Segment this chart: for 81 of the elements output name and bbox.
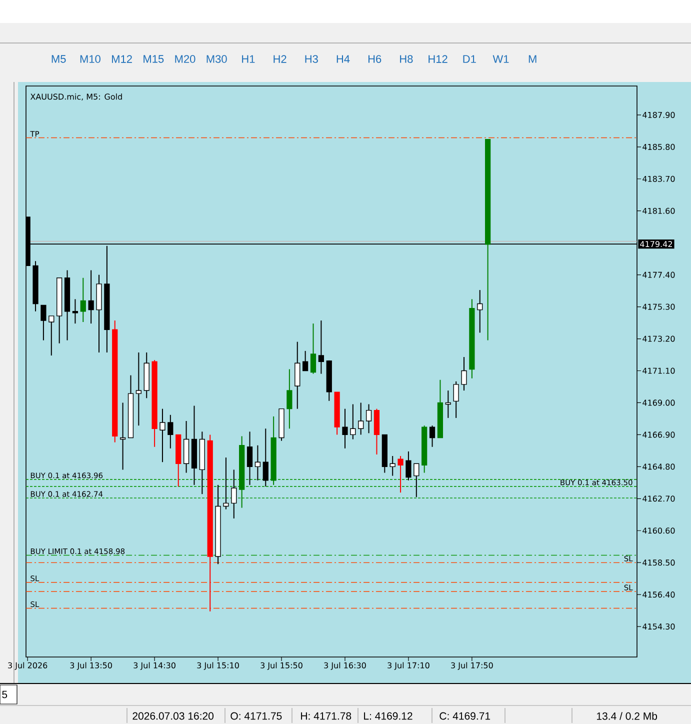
x-tick-label: 3 Jul 15:50 [260, 662, 302, 670]
text: M [528, 55, 536, 63]
candlestick [286, 368, 292, 430]
candlestick [136, 352, 142, 426]
text: M15 [144, 55, 164, 63]
candlestick [390, 456, 396, 476]
x-tick-label: 3 Jul 16:30 [324, 662, 366, 670]
candlestick [445, 390, 451, 418]
text: H12 [428, 55, 448, 63]
candlestick [40, 304, 46, 341]
candlestick [398, 456, 404, 494]
text: M5 [52, 55, 66, 63]
text: L: 4169.12 [364, 712, 412, 720]
x-tick-label: 3 Jul 17:50 [451, 662, 493, 670]
candlestick [342, 408, 348, 449]
x-tick-label: 3 Jul 15:10 [197, 662, 239, 670]
text: XAUUSD.mic, M5: Gold [30, 94, 122, 100]
text: M30 [206, 55, 227, 63]
candlestick [406, 450, 412, 481]
ref-line-label: 4179.42 [640, 241, 672, 248]
text: H3 [305, 55, 318, 63]
text: C: 4169.71 [440, 712, 490, 720]
candlestick [262, 428, 268, 487]
candlestick [350, 404, 356, 440]
text: H1 [242, 55, 255, 63]
candlestick [88, 270, 94, 324]
text: O: 4171.75 [230, 712, 282, 720]
candlestick [366, 404, 372, 434]
y-tick-label: 4173.20 [642, 336, 675, 342]
candlestick [168, 414, 174, 449]
y-tick-label: 4156.40 [642, 592, 675, 598]
candlestick [254, 444, 261, 481]
candlestick [310, 323, 316, 374]
y-tick-label: 4158.50 [642, 560, 675, 566]
candlestick [120, 402, 126, 470]
y-tick-label: 4171.10 [642, 368, 675, 374]
y-tick-label: 4181.60 [642, 208, 675, 214]
candlestick [318, 320, 324, 374]
y-tick-label: 4162.70 [642, 496, 675, 502]
candlestick [246, 431, 253, 486]
y-tick-label: 4183.70 [642, 176, 675, 182]
y-tick-label: 4187.90 [642, 112, 675, 118]
candlestick [461, 356, 467, 392]
text: W1 [492, 55, 509, 63]
y-tick-label: 4166.90 [642, 432, 675, 438]
candlestick [302, 350, 308, 372]
candlestick [429, 425, 436, 448]
y-tick-label: 4169.00 [642, 400, 675, 406]
text: 5 [2, 690, 8, 698]
candlestick [48, 315, 54, 356]
candlestick [414, 463, 420, 498]
text: H: 4171.78 [301, 712, 352, 720]
text: M10 [80, 55, 100, 63]
text: H8 [400, 55, 413, 63]
y-tick-label: 4154.30 [642, 624, 675, 630]
text: 2026.07.03 16:20 [132, 712, 214, 720]
x-tick-label: 3 Jul 17:10 [388, 662, 430, 670]
candlestick [294, 341, 300, 410]
text: D1 [463, 55, 476, 63]
text: H2 [274, 55, 286, 63]
candlestick [477, 290, 483, 334]
y-tick-label: 4160.60 [642, 528, 675, 534]
text: 13.4 / 0.2 Mb [596, 712, 658, 720]
text: M12 [112, 55, 132, 63]
y-tick-label: 4185.80 [642, 144, 675, 150]
y-tick-label: 4177.40 [642, 272, 675, 278]
y-tick-label: 4164.80 [642, 464, 675, 470]
text: H4 [336, 55, 350, 63]
candlestick [160, 408, 166, 463]
candlestick [453, 380, 459, 418]
x-tick-label: 3 Jul 14:30 [134, 662, 176, 670]
x-tick-label: 3 Jul 13:50 [70, 662, 112, 670]
candlestick [231, 469, 237, 519]
candlestick [223, 457, 229, 510]
candlestick [358, 402, 364, 436]
y-tick-label: 4175.30 [642, 304, 675, 310]
candlestick [80, 277, 86, 323]
text: H6 [368, 55, 382, 63]
text: M20 [175, 55, 196, 63]
candlestick [72, 298, 78, 324]
x-tick-label: 3 Jul 2026 [8, 662, 48, 670]
